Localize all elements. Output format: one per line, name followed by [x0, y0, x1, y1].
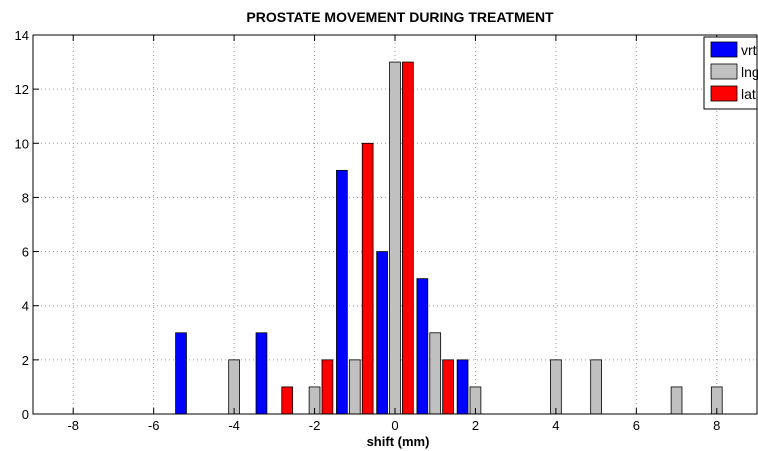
bar-lng [228, 359, 240, 415]
x-tick-labels: -8 -6 -4 -2 0 2 4 6 8 [67, 418, 720, 433]
bar-vrt [456, 359, 469, 415]
y-tick-labels: 0 2 4 6 8 10 12 14 [15, 28, 29, 422]
y-tick-label: 6 [22, 245, 29, 260]
bar-vrt [376, 251, 388, 415]
axes [32, 34, 758, 415]
bar-vrt [416, 278, 429, 415]
x-tick-label: 0 [391, 418, 398, 433]
bar-vrt [175, 332, 187, 415]
bar-lat [361, 142, 374, 415]
bar-lng [670, 386, 683, 415]
bar-lat [442, 359, 454, 415]
chart-title: PROSTATE MOVEMENT DURING TREATMENT [246, 9, 554, 25]
bar-lat [281, 386, 294, 415]
bar-vrt [336, 169, 348, 415]
y-tick-label: 10 [15, 136, 29, 151]
x-axis-label: shift (mm) [367, 434, 430, 449]
x-tick-label: 2 [472, 418, 479, 433]
bar-lat [321, 359, 334, 415]
bar-lng [348, 359, 361, 415]
y-tick-label: 8 [22, 190, 29, 205]
y-tick-label: 14 [15, 28, 29, 43]
x-tick-label: 8 [713, 418, 720, 433]
bar-lng [429, 332, 442, 415]
legend-label-lng: lng [741, 64, 758, 80]
y-tick-label: 4 [22, 299, 29, 314]
legend-swatch-lat [710, 85, 738, 102]
x-tick-label: -6 [148, 418, 160, 433]
x-tick-label: -2 [309, 418, 321, 433]
x-tick-label: -8 [67, 418, 79, 433]
y-tick-label: 0 [22, 407, 29, 422]
legend-label-lat: lat [741, 86, 756, 102]
bar-lng [389, 61, 401, 415]
bar-lng [590, 359, 602, 415]
legend-swatch-lng [710, 63, 738, 80]
x-tick-label: -4 [228, 418, 240, 433]
legend: vrt lng lat [703, 36, 758, 110]
y-tick-label: 12 [15, 82, 29, 97]
legend-label-vrt: vrt [741, 42, 757, 58]
x-tick-label: 6 [633, 418, 640, 433]
legend-swatch-vrt [710, 41, 738, 58]
y-tick-label: 2 [22, 353, 29, 368]
bar-vrt [255, 332, 268, 415]
bar-lng [550, 359, 562, 415]
bar-lat [402, 61, 414, 415]
x-tick-label: 4 [552, 418, 559, 433]
